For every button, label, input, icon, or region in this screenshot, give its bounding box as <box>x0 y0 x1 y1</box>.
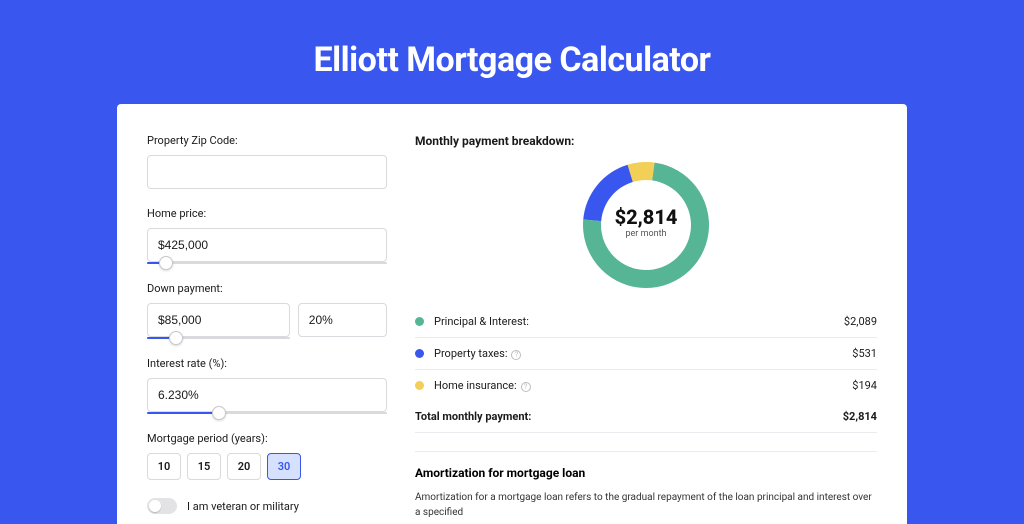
breakdown-row: Principal & Interest: $2,089 <box>415 306 877 338</box>
down-payment-slider-thumb[interactable] <box>169 331 183 345</box>
breakdown-row: Home insurance:? $194 <box>415 370 877 401</box>
mortgage-period-label: Mortgage period (years): <box>147 432 387 445</box>
breakdown-value: $2,089 <box>844 315 877 328</box>
period-btn-15[interactable]: 15 <box>187 453 221 480</box>
total-label: Total monthly payment: <box>415 410 843 423</box>
info-icon[interactable]: ? <box>521 382 531 392</box>
donut-chart: $2,814per month <box>415 162 877 288</box>
period-btn-10[interactable]: 10 <box>147 453 181 480</box>
swatch <box>415 349 424 358</box>
breakdown-row: Property taxes:? $531 <box>415 338 877 370</box>
home-price-slider[interactable] <box>147 262 387 264</box>
home-price-input[interactable] <box>147 228 387 262</box>
interest-rate-label: Interest rate (%): <box>147 357 387 370</box>
donut-center-sub: per month <box>596 229 696 239</box>
down-payment-slider[interactable] <box>147 337 290 339</box>
home-price-label: Home price: <box>147 207 387 220</box>
breakdown-value: $531 <box>852 347 877 360</box>
down-payment-label: Down payment: <box>147 282 387 295</box>
interest-rate-slider-thumb[interactable] <box>212 406 226 420</box>
breakdown-label: Home insurance:? <box>434 379 852 392</box>
breakdown-label: Principal & Interest: <box>434 315 844 328</box>
home-price-slider-thumb[interactable] <box>159 256 173 270</box>
breakdown-value: $194 <box>852 379 877 392</box>
veteran-label: I am veteran or military <box>187 500 299 513</box>
form-column: Property Zip Code: Home price: Down paym… <box>147 134 387 524</box>
donut-center-amount: $2,814 <box>596 205 696 229</box>
total-value: $2,814 <box>843 410 877 423</box>
interest-rate-block: Interest rate (%): <box>147 357 387 414</box>
calculator-card: Property Zip Code: Home price: Down paym… <box>117 104 907 524</box>
breakdown-heading: Monthly payment breakdown: <box>415 134 877 148</box>
period-btn-30[interactable]: 30 <box>267 453 301 480</box>
swatch <box>415 317 424 326</box>
interest-rate-slider[interactable] <box>147 412 387 414</box>
breakdown-total-row: Total monthly payment: $2,814 <box>415 401 877 433</box>
period-btn-20[interactable]: 20 <box>227 453 261 480</box>
zip-label: Property Zip Code: <box>147 134 387 147</box>
toggle-knob <box>149 500 161 512</box>
zip-field-block: Property Zip Code: <box>147 134 387 189</box>
down-payment-block: Down payment: <box>147 282 387 339</box>
info-icon[interactable]: ? <box>511 350 521 360</box>
down-payment-pct-input[interactable] <box>298 303 387 337</box>
interest-rate-input[interactable] <box>147 378 387 412</box>
breakdown-column: Monthly payment breakdown: $2,814per mon… <box>415 134 877 524</box>
mortgage-period-block: Mortgage period (years): 10152030 <box>147 432 387 480</box>
zip-input[interactable] <box>147 155 387 189</box>
amortization-heading: Amortization for mortgage loan <box>415 451 877 480</box>
down-payment-amount-input[interactable] <box>147 303 290 337</box>
page-title: Elliott Mortgage Calculator <box>0 0 1024 104</box>
amortization-text: Amortization for a mortgage loan refers … <box>415 490 877 520</box>
breakdown-label: Property taxes:? <box>434 347 852 360</box>
home-price-block: Home price: <box>147 207 387 264</box>
swatch <box>415 381 424 390</box>
